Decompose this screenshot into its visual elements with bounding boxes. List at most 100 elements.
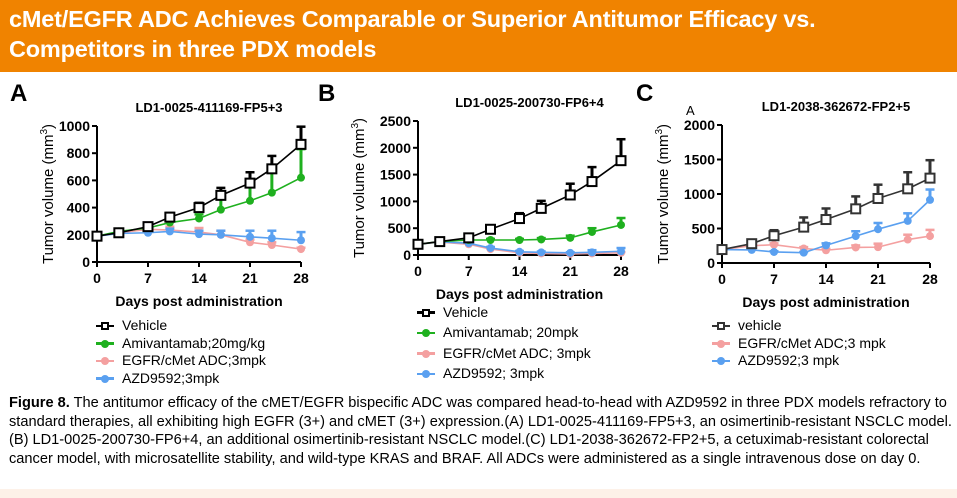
y-tick-label: 2000 <box>380 140 411 156</box>
legend-label: EGFR/cMet ADC;3 mpk <box>738 334 886 351</box>
chart-panel-c: LD1-2038-362672-FP2+5 A 0 500 1000 1500 2000 0 7… <box>654 99 938 310</box>
legend-item-vehicle: Vehicle <box>94 317 266 335</box>
circle-marker-icon <box>94 356 116 366</box>
x-tick-label: 21 <box>870 271 886 287</box>
data-point <box>770 240 778 249</box>
data-point <box>195 230 203 239</box>
data-point <box>515 247 524 256</box>
y-tick-label: 1000 <box>380 193 411 209</box>
x-axis-label: Days post administration <box>436 286 603 302</box>
y-tick-label: 500 <box>692 221 716 237</box>
y-tick-label: 1000 <box>684 186 715 202</box>
y-tick-label: 0 <box>82 254 90 270</box>
data-point <box>851 243 860 252</box>
y-tick-label: 1000 <box>59 118 90 134</box>
data-point <box>297 173 305 182</box>
data-point <box>850 203 862 215</box>
legend-label: Amivantamab; 20mpk <box>443 324 579 340</box>
x-axis-label: Days post administration <box>115 293 282 309</box>
legend-item-adc: EGFR/cMet ADC;3 mpk <box>710 335 886 353</box>
x-tick-label: 28 <box>613 263 629 279</box>
data-point <box>566 248 575 257</box>
data-point <box>537 248 546 257</box>
data-point <box>872 192 884 204</box>
series-vehicle <box>91 125 307 242</box>
data-point <box>716 244 728 256</box>
data-point <box>903 235 912 244</box>
data-point <box>193 202 205 214</box>
data-point <box>463 232 475 244</box>
chart-panel-b: LD1-0025-200730-FP6+4 0 500 1000 1500 2000 250… <box>350 95 629 302</box>
y-axis-label: Tumor volume (mm3) <box>654 124 672 264</box>
series-adc <box>718 228 935 255</box>
data-point <box>851 232 860 241</box>
figure-caption: Figure 8. The antitumor efficacy of the … <box>9 394 954 468</box>
data-point <box>746 238 758 250</box>
chart-title: LD1-0025-411169-FP5+3 <box>135 100 282 115</box>
circle-marker-icon <box>710 356 732 366</box>
data-point <box>798 221 810 233</box>
legend-item-amivantamab: Amivantamab; 20mpk <box>415 323 591 344</box>
circle-marker-icon <box>94 338 116 348</box>
y-tick-label: 500 <box>388 220 412 236</box>
x-tick-label: 14 <box>818 271 834 287</box>
caption-text: The antitumor efficacy of the cMET/EGFR … <box>9 395 952 467</box>
data-point <box>537 235 546 244</box>
legend-item-amivantamab: Amivantamab;20mg/kg <box>94 335 266 353</box>
data-point <box>799 248 808 257</box>
legend-label: vehicle <box>738 317 782 333</box>
data-point <box>215 189 227 201</box>
x-tick-label: 28 <box>922 271 938 287</box>
data-point <box>246 232 254 241</box>
data-point <box>297 236 305 245</box>
square-marker-icon <box>94 321 116 331</box>
data-point <box>164 211 176 223</box>
data-point <box>142 221 154 233</box>
circle-marker-icon <box>415 348 437 358</box>
series-vehicle <box>412 137 627 250</box>
circle-marker-icon <box>94 373 116 383</box>
y-tick-label: 800 <box>67 145 91 161</box>
title-banner: cMet/EGFR ADC Achieves Comparable or Sup… <box>0 0 957 72</box>
data-point <box>434 236 446 248</box>
panel-label-b: B <box>318 80 336 107</box>
series-amivantamab <box>93 147 306 241</box>
data-point <box>903 216 912 225</box>
data-point <box>195 214 203 223</box>
corner-label: A <box>686 103 695 118</box>
x-tick-label: 14 <box>512 263 528 279</box>
legend-label: AZD9592; 3mpk <box>443 365 545 381</box>
data-point <box>113 227 125 239</box>
x-tick-label: 21 <box>562 263 578 279</box>
y-tick-label: 0 <box>707 255 715 271</box>
circle-marker-icon <box>415 369 437 379</box>
chart-title: LD1-2038-362672-FP2+5 <box>762 99 911 114</box>
data-point <box>874 225 882 234</box>
data-point <box>924 172 936 184</box>
legend-panel-c: vehicle EGFR/cMet ADC;3 mpk AZD9592;3 mpk <box>710 317 886 370</box>
footer-band <box>0 489 957 498</box>
y-tick-label: 0 <box>403 247 411 263</box>
square-marker-icon <box>415 307 437 317</box>
data-point <box>617 247 625 256</box>
data-point <box>514 213 525 225</box>
x-tick-label: 7 <box>465 263 473 279</box>
panel-label-a: A <box>10 80 28 107</box>
legend-item-azd9592: AZD9592; 3mpk <box>415 364 591 385</box>
data-point <box>267 241 276 249</box>
data-point <box>486 235 495 244</box>
circle-marker-icon <box>710 338 732 348</box>
y-tick-label: 1500 <box>380 167 411 183</box>
x-tick-label: 14 <box>191 270 207 286</box>
data-point <box>820 214 832 226</box>
series-azd9592 <box>718 188 935 257</box>
legend-item-adc: EGFR/cMet ADC; 3mpk <box>415 343 591 364</box>
data-point <box>297 245 305 254</box>
y-tick-label: 1500 <box>684 152 715 168</box>
data-point <box>165 227 174 236</box>
data-point <box>566 233 575 242</box>
data-point <box>874 243 882 252</box>
legend-item-vehicle_c: vehicle <box>710 317 886 335</box>
x-tick-label: 28 <box>293 270 309 286</box>
data-point <box>615 155 627 167</box>
